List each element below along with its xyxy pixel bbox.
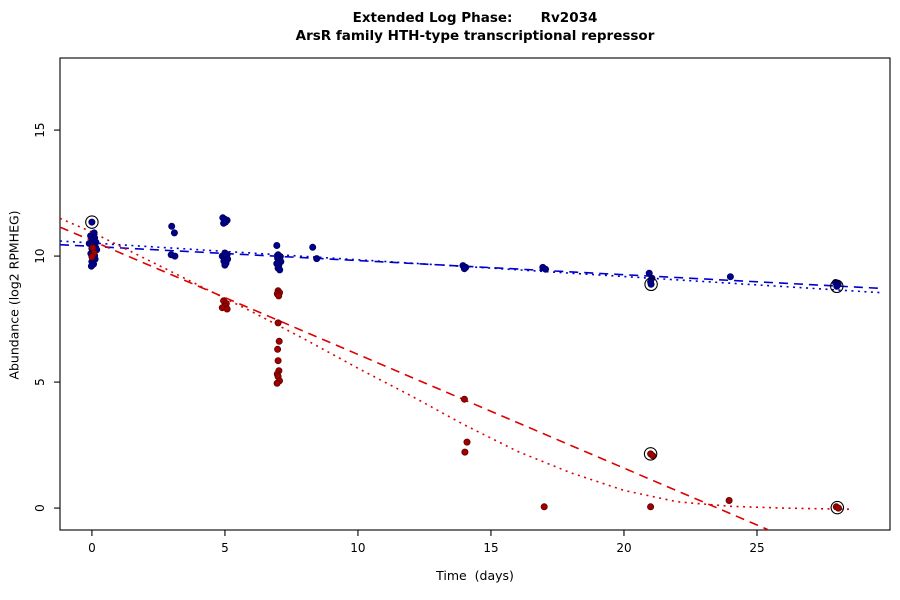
- blue-condition-point: [221, 261, 229, 269]
- circled-point-marker: [643, 447, 658, 461]
- blue-condition-point: [273, 241, 281, 249]
- blue-condition-point: [542, 265, 550, 273]
- red-condition-point: [274, 357, 282, 365]
- blue-condition-point: [309, 243, 317, 251]
- blue-condition-point: [460, 265, 468, 273]
- red-condition-point: [463, 438, 471, 446]
- red-condition-point: [540, 503, 548, 511]
- red-dotted-fit: [59, 217, 853, 511]
- blue-condition-point: [171, 252, 179, 260]
- chart-subtitle: ArsR family HTH-type transcriptional rep…: [295, 28, 655, 44]
- chart-title: Extended Log Phase: Rv2034: [352, 10, 598, 26]
- blue-dotted-fit: [59, 240, 880, 294]
- red-dashed-fit: [59, 226, 768, 531]
- x-tick-label: 25: [749, 541, 764, 555]
- y-tick-label: 15: [33, 122, 47, 137]
- circled-point-marker: [644, 277, 658, 292]
- circled-point-marker: [85, 215, 99, 229]
- x-tick-label: 20: [616, 541, 631, 555]
- red-condition-point: [461, 448, 469, 456]
- red-condition-point: [275, 292, 283, 300]
- blue-condition-point: [170, 229, 178, 237]
- x-tick-label: 5: [221, 541, 229, 555]
- blue-condition-point: [313, 255, 321, 263]
- red-condition-point: [649, 452, 657, 460]
- red-condition-point: [88, 253, 96, 261]
- x-tick-label: 0: [88, 541, 96, 555]
- blue-condition-point: [726, 273, 734, 281]
- red-condition-point: [273, 379, 281, 387]
- blue-condition-point: [276, 266, 284, 274]
- red-condition-point: [223, 305, 231, 313]
- y-tick-label: 10: [33, 248, 47, 263]
- red-condition-point: [725, 496, 733, 504]
- blue-condition-point: [88, 218, 96, 226]
- blue-condition-point: [168, 222, 176, 230]
- x-tick-label: 15: [483, 541, 498, 555]
- red-condition-point: [274, 319, 282, 327]
- red-condition-point: [460, 395, 468, 403]
- circled-point-marker: [830, 500, 845, 515]
- blue-condition-point: [833, 282, 841, 290]
- blue-condition-point: [647, 280, 655, 288]
- red-condition-point: [274, 345, 282, 353]
- x-tick-label: 10: [350, 541, 365, 555]
- y-tick-label: 5: [33, 378, 47, 386]
- red-condition-point: [647, 503, 655, 511]
- plot-box: [59, 57, 891, 531]
- red-condition-point: [834, 504, 842, 512]
- red-condition-point: [275, 337, 283, 345]
- circled-point-marker: [830, 279, 844, 294]
- blue-condition-point: [87, 262, 95, 270]
- blue-condition-point: [220, 219, 228, 227]
- x-axis-label: Time (days): [436, 568, 514, 583]
- y-tick-label: 0: [33, 504, 47, 512]
